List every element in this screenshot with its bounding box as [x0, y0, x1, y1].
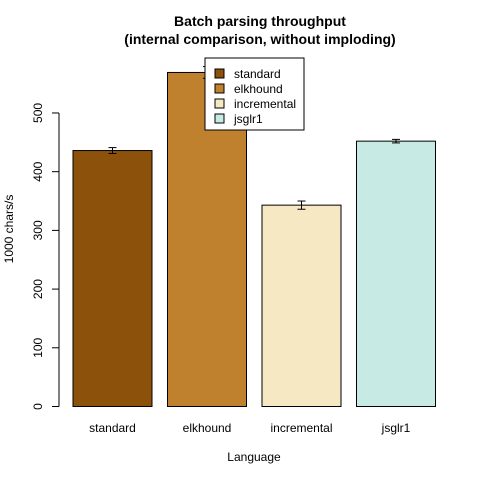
legend-swatch-standard	[214, 68, 225, 79]
y-tick-label-200: 200	[31, 279, 45, 299]
bar-incremental	[261, 204, 342, 407]
y-tick-label-300: 300	[31, 220, 45, 240]
y-tick-label-0: 0	[31, 403, 45, 410]
bar-jsglr1	[356, 140, 436, 407]
bar-standard	[72, 150, 153, 407]
error-bar-jsglr1	[392, 138, 400, 144]
x-tick-label-elkhound: elkhound	[183, 421, 232, 435]
x-tick-label-jsglr1: jsglr1	[381, 421, 411, 435]
chart-title: Batch parsing throughput	[174, 13, 346, 29]
x-tick-labels: standard elkhound incremental jsglr1	[89, 421, 411, 435]
legend-label-jsglr1: jsglr1	[233, 112, 263, 126]
y-tick-label-100: 100	[31, 337, 45, 357]
error-bar-incremental	[297, 200, 306, 210]
legend-swatch-incremental	[214, 98, 225, 109]
y-axis-label: 1000 chars/s	[2, 195, 16, 264]
legend-label-elkhound: elkhound	[234, 82, 283, 96]
y-tick-label-500: 500	[31, 103, 45, 123]
legend-swatch-jsglr1	[214, 113, 225, 124]
x-axis-label: Language	[227, 450, 281, 464]
legend-swatch-elkhound	[214, 83, 225, 94]
legend-label-standard: standard	[234, 67, 281, 81]
x-tick-label-standard: standard	[89, 421, 136, 435]
chart-subtitle: (internal comparison, without imploding)	[124, 31, 395, 47]
x-tick-label-incremental: incremental	[270, 421, 332, 435]
legend-label-incremental: incremental	[234, 97, 296, 111]
y-axis: 0 100 200 300 400 500	[31, 103, 60, 410]
y-tick-label-400: 400	[31, 161, 45, 181]
error-bar-standard	[108, 147, 117, 154]
